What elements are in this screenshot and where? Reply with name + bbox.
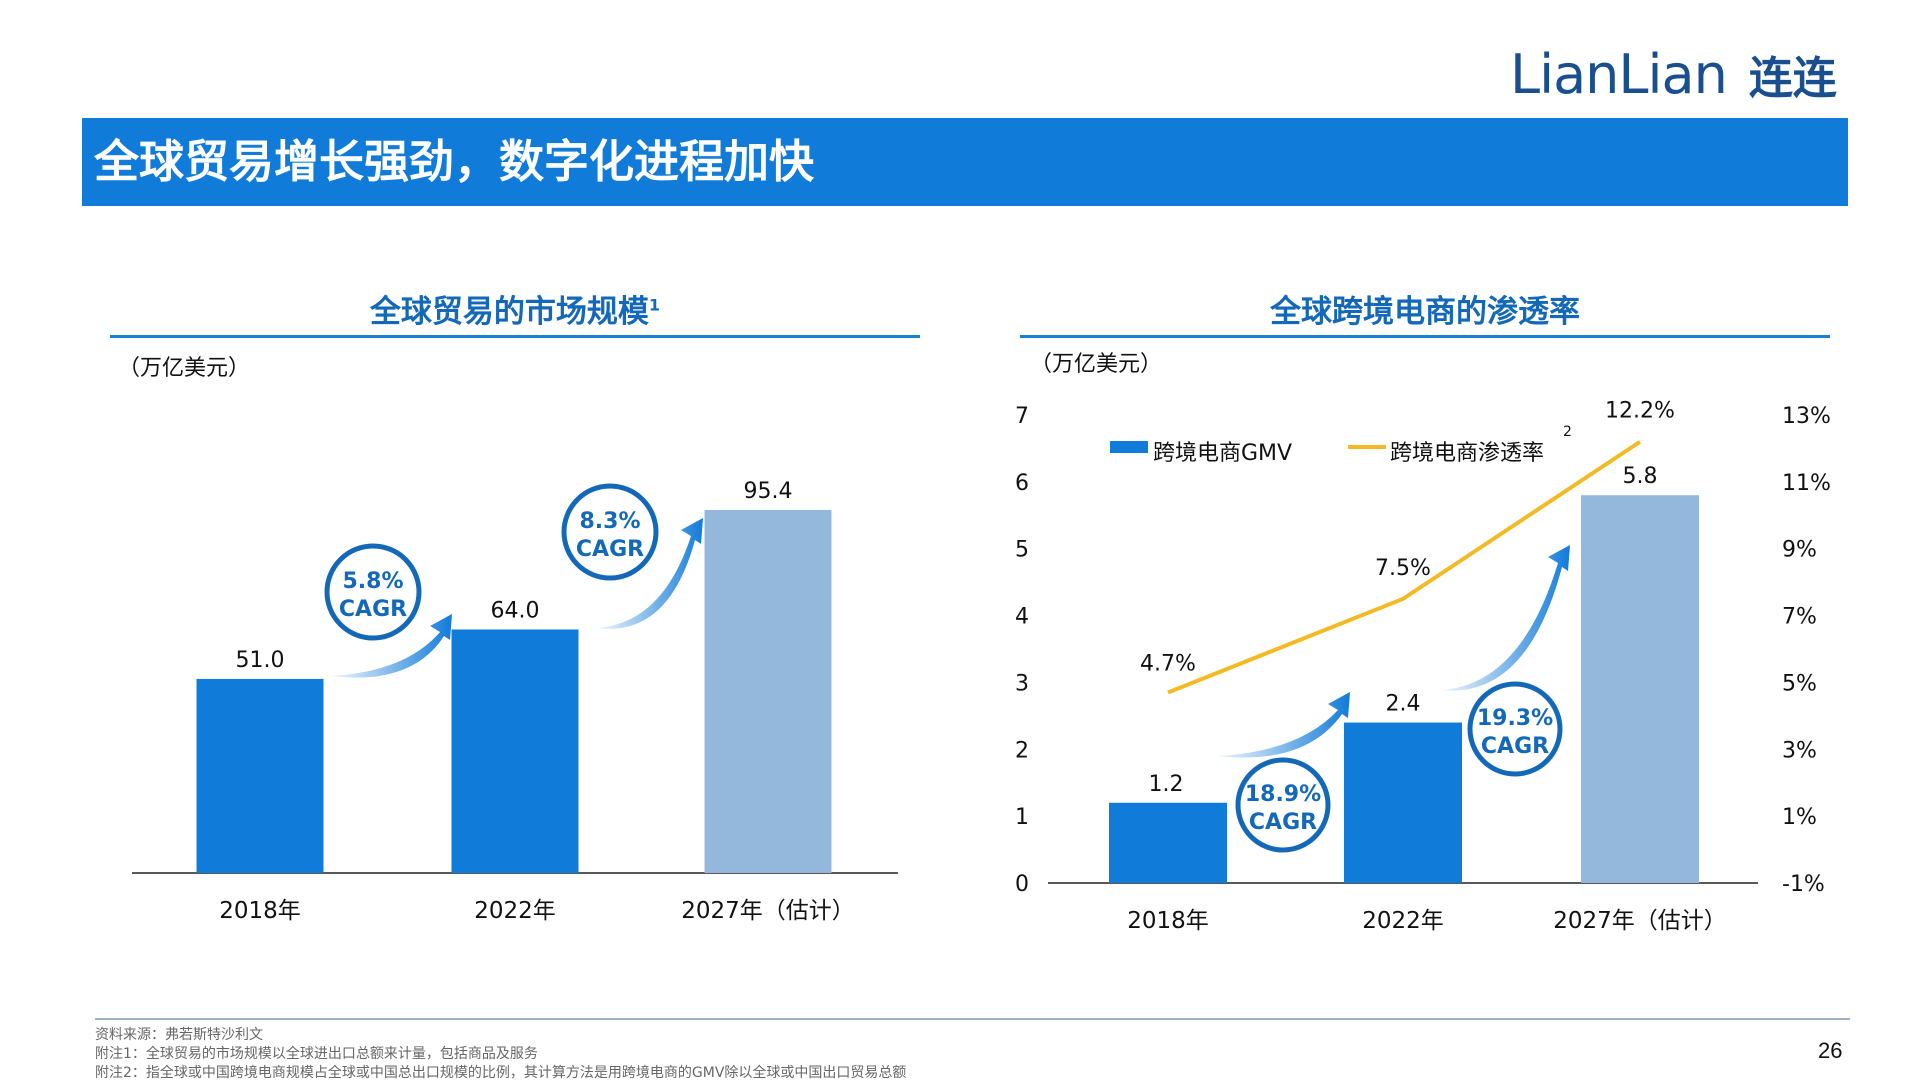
right-chart-legend-bar-swatch	[1110, 441, 1148, 453]
right-chart-line-label-1: 7.5%	[1375, 556, 1431, 581]
right-chart-category-label-1: 2022年	[1362, 908, 1444, 934]
company-logo: LianLian 连连	[1510, 42, 1837, 106]
left-chart-bar-0	[196, 678, 324, 873]
left-chart-title: 全球贸易的市场规模1	[110, 286, 920, 331]
left-chart-cagr-badge-0-circle	[324, 543, 422, 641]
left-chart-title-text: 全球贸易的市场规模	[369, 294, 649, 330]
right-chart-y2-tick-1: 1%	[1782, 805, 1817, 830]
right-chart-y2-tick-4: 7%	[1782, 605, 1817, 630]
left-chart-title-sup: 1	[648, 295, 661, 315]
right-chart-y-tick-0: 0	[1015, 872, 1029, 897]
right-chart-y2-tick-7: 13%	[1782, 404, 1831, 429]
left-chart-cagr-badge-1-sub: CAGR	[576, 537, 644, 562]
right-chart-y-tick-6: 6	[1015, 471, 1029, 496]
left-chart-value-label-0: 51.0	[236, 648, 285, 673]
right-chart-y-tick-5: 5	[1015, 538, 1029, 563]
left-chart-value-label-1: 64.0	[491, 598, 540, 623]
right-chart-cagr-badge-1-value: 19.3%	[1477, 706, 1553, 731]
right-chart-y-tick-7: 7	[1015, 404, 1029, 429]
right-chart-title-rule	[1020, 335, 1830, 338]
left-chart-title-rule	[110, 335, 920, 338]
right-chart-bar-label-2: 5.8	[1623, 464, 1658, 489]
right-chart-category-label-2: 2027年（估计）	[1553, 908, 1727, 934]
footer-rule	[95, 1018, 1850, 1020]
right-chart-y-tick-3: 3	[1015, 671, 1029, 696]
left-chart-value-label-2: 95.4	[744, 479, 793, 504]
right-chart-legend-line-label: 跨境电商渗透率	[1390, 441, 1544, 466]
footnote-2: 附注2：指全球或中国跨境电商规模占全球或中国总出口规模的比例，其计算方法是用跨境…	[95, 1065, 907, 1081]
right-chart-y2-tick-6: 11%	[1782, 471, 1831, 496]
right-chart-category-label-0: 2018年	[1127, 908, 1209, 934]
right-chart-y2-tick-3: 5%	[1782, 671, 1817, 696]
left-chart-cagr-arrow-1	[596, 518, 703, 629]
right-chart-y-tick-4: 4	[1015, 605, 1029, 630]
right-chart-line-label-2: 12.2%	[1605, 399, 1675, 424]
left-chart-category-label-1: 2022年	[474, 898, 556, 924]
right-chart-cagr-badge-0-value: 18.9%	[1245, 782, 1321, 807]
right-chart-bar-label-0: 1.2	[1149, 772, 1184, 797]
right-chart-title: 全球跨境电商的渗透率	[1270, 294, 1580, 330]
left-chart-cagr-arrow-0	[330, 614, 452, 678]
right-chart-bar-1	[1344, 722, 1462, 883]
left-chart-category-label-0: 2018年	[219, 898, 301, 924]
right-chart-bar-2	[1581, 495, 1699, 883]
right-chart-penetration-line	[1167, 440, 1642, 695]
footnote-source: 资料来源：弗若斯特沙利文	[95, 1027, 263, 1043]
left-chart-category-label-2: 2027年（估计）	[681, 898, 855, 924]
right-chart-bar-label-1: 2.4	[1386, 692, 1421, 717]
right-chart-y-tick-1: 1	[1015, 805, 1029, 830]
left-chart-cagr-badge-1-value: 8.3%	[579, 509, 640, 534]
logo-latin-text: LianLian	[1510, 42, 1728, 106]
right-chart-cagr-arrow-1	[1440, 545, 1570, 691]
footnote-1: 附注1：全球贸易的市场规模以全球进出口总额来计量，包括商品及服务	[95, 1046, 538, 1062]
right-chart-cagr-badge-1-sub: CAGR	[1481, 734, 1549, 759]
right-chart-unit: （万亿美元）	[1030, 352, 1163, 377]
right-chart-line-label-0: 4.7%	[1140, 651, 1196, 676]
right-chart-bar-0	[1109, 802, 1227, 883]
page-number: 26	[1818, 1038, 1843, 1063]
left-chart-bar-2	[704, 510, 832, 873]
page-title: 全球贸易增长强劲，数字化进程加快	[94, 135, 815, 188]
right-chart-y2-tick-0: -1%	[1782, 872, 1825, 897]
logo-cjk-text: 连连	[1748, 53, 1837, 104]
left-chart-unit: （万亿美元）	[118, 356, 251, 381]
right-chart-cagr-badge-0-sub: CAGR	[1249, 810, 1317, 835]
left-chart-bar-1	[451, 629, 579, 873]
left-chart-cagr-badge-1-circle	[561, 483, 659, 581]
right-chart-legend-bar-label: 跨境电商GMV	[1153, 441, 1292, 466]
right-chart-y-tick-2: 2	[1015, 738, 1029, 763]
right-chart-cagr-badge-0-circle	[1235, 757, 1331, 853]
left-chart-cagr-badge-0-value: 5.8%	[342, 569, 403, 594]
left-chart-cagr-badge-0-sub: CAGR	[339, 597, 407, 622]
right-chart-y2-tick-2: 3%	[1782, 738, 1817, 763]
right-chart-cagr-arrow-0	[1216, 692, 1350, 758]
title-bar: 全球贸易增长强劲，数字化进程加快	[82, 118, 1848, 206]
right-chart-legend-sup: 2	[1563, 424, 1572, 440]
right-chart-y2-tick-5: 9%	[1782, 538, 1817, 563]
right-chart-cagr-badge-1-circle	[1467, 681, 1563, 777]
